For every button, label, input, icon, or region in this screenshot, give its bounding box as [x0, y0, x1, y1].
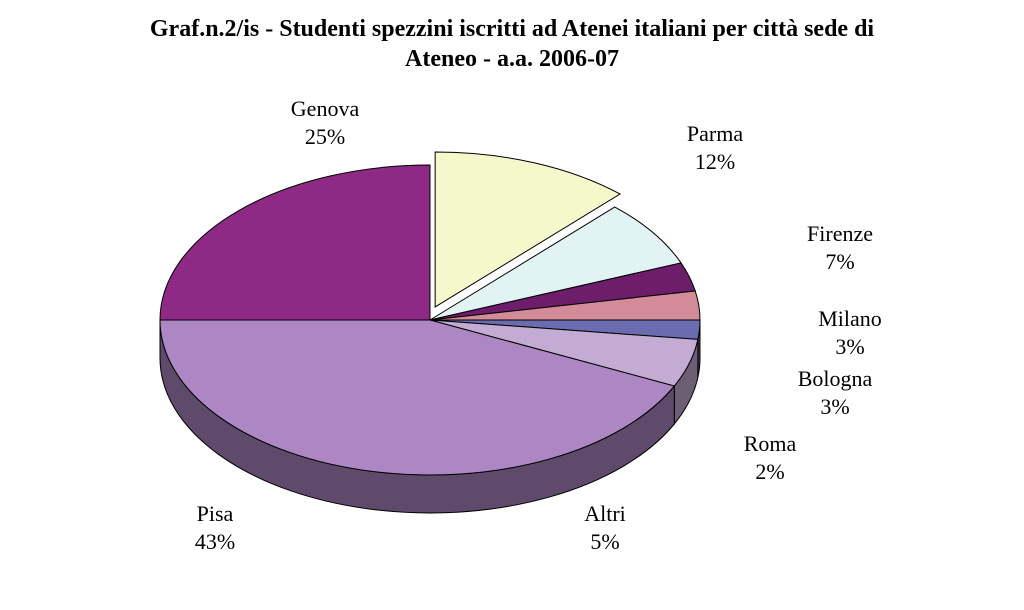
label-parma: Parma 12% — [687, 120, 743, 175]
pie-chart — [0, 0, 1024, 605]
label-altri: Altri 5% — [584, 500, 626, 555]
label-roma: Roma 2% — [744, 430, 797, 485]
label-genova: Genova 25% — [291, 95, 359, 150]
label-bologna: Bologna 3% — [798, 365, 873, 420]
label-pisa: Pisa 43% — [195, 500, 235, 555]
label-firenze: Firenze 7% — [807, 220, 873, 275]
pie-slice-genova — [160, 165, 430, 320]
label-milano: Milano 3% — [818, 305, 882, 360]
